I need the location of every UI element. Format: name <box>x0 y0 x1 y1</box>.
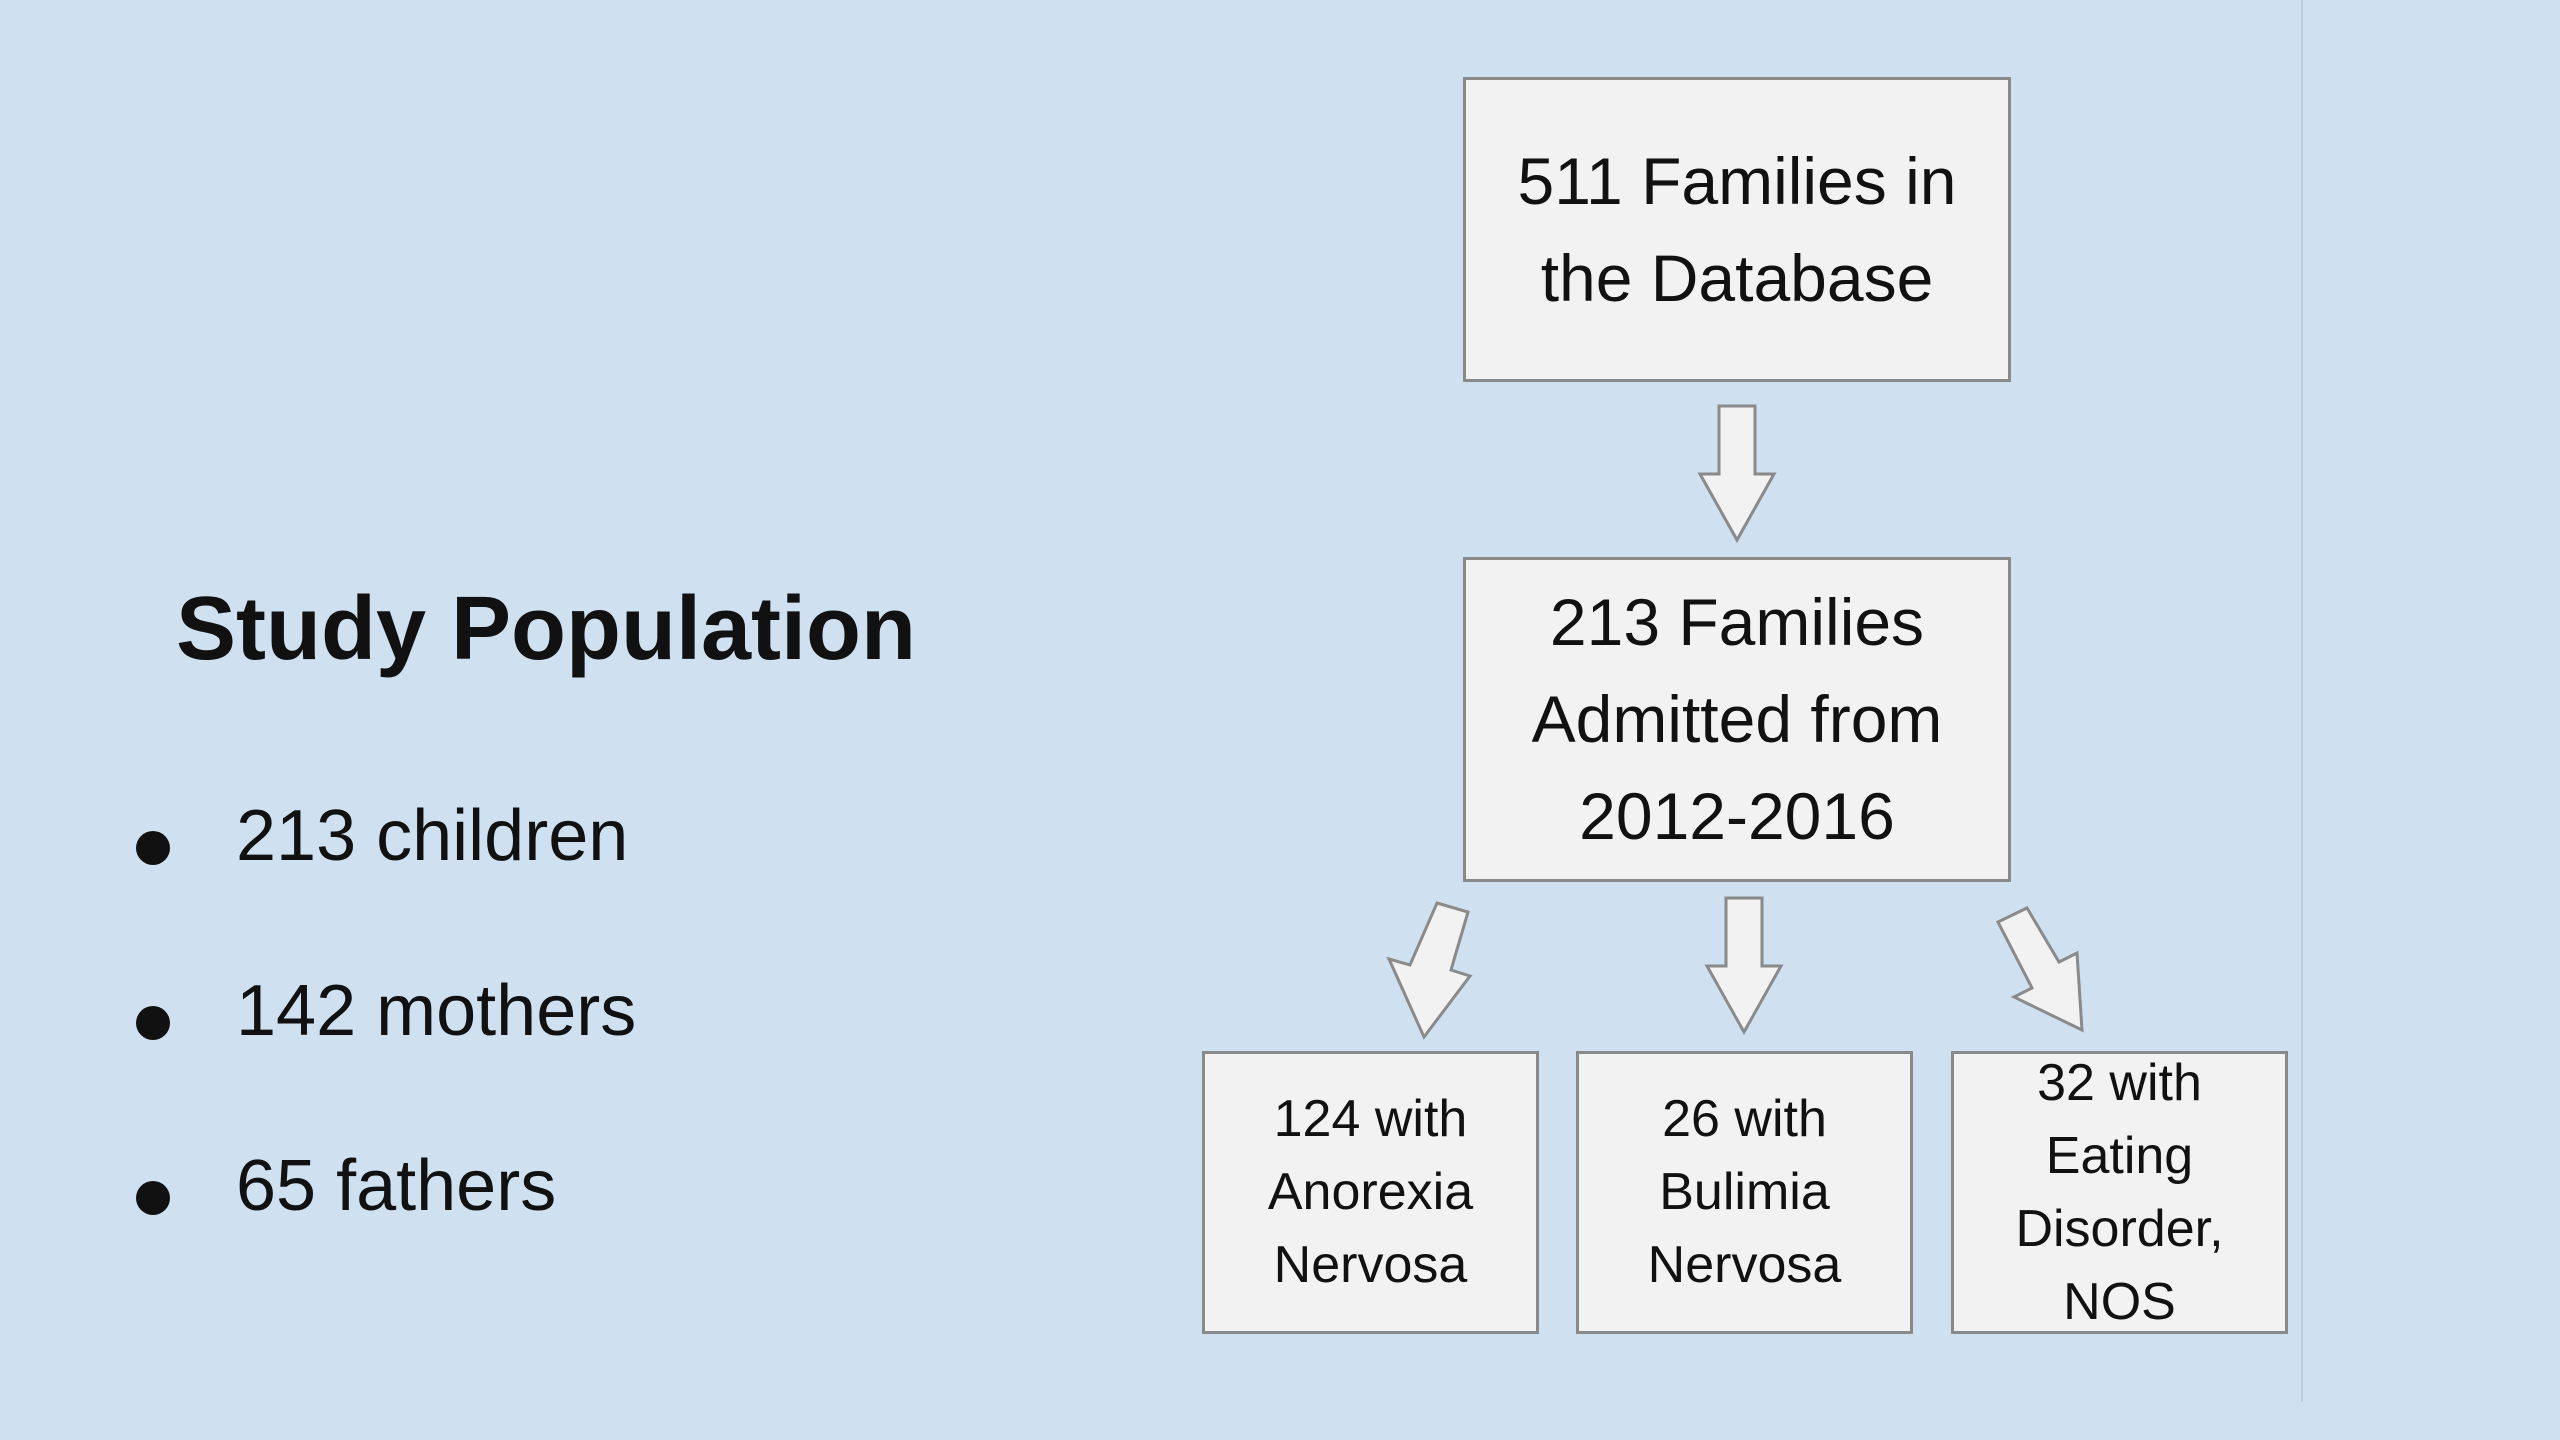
slide-edge-divider <box>2301 0 2303 1402</box>
arrow-down-icon <box>1697 404 1777 544</box>
flow-box-database: 511 Families in the Database <box>1463 77 2011 382</box>
flow-box-label: 124 with Anorexia Nervosa <box>1267 1090 1474 1294</box>
flow-box-label: 511 Families in the Database <box>1517 143 1957 315</box>
flow-box-anorexia: 124 with Anorexia Nervosa <box>1202 1051 1539 1334</box>
arrow-down-icon <box>1704 896 1784 1036</box>
bullet-dot-icon <box>136 1006 170 1040</box>
flow-box-bulimia: 26 with Bulimia Nervosa <box>1576 1051 1913 1334</box>
bullet-text: 65 fathers <box>236 1146 557 1226</box>
arrow-down-right-icon <box>1995 906 2084 1033</box>
bullet-text: 213 children <box>236 796 629 876</box>
flow-box-eating-disorder-nos: 32 with Eating Disorder, NOS <box>1951 1051 2288 1334</box>
bullet-dot-icon <box>136 1181 170 1215</box>
bullet-text: 142 mothers <box>236 971 637 1051</box>
flow-box-label: 213 Families Admitted from 2012-2016 <box>1531 585 1943 853</box>
flow-box-admitted: 213 Families Admitted from 2012-2016 <box>1463 557 2011 882</box>
bullet-dot-icon <box>136 831 170 865</box>
slide-title: Study Population <box>176 579 916 679</box>
arrow-down-left-icon <box>1386 901 1473 1040</box>
flow-box-label: 32 with Eating Disorder, NOS <box>2015 1053 2224 1331</box>
flow-box-label: 26 with Bulimia Nervosa <box>1647 1090 1842 1294</box>
